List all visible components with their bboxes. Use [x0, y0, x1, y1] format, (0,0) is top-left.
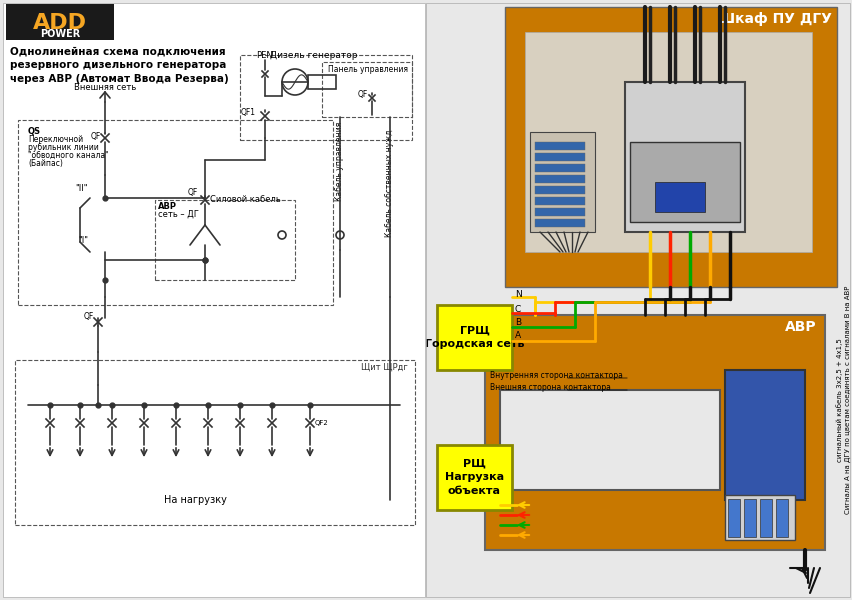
- Text: ГРЩ
Городская сеть: ГРЩ Городская сеть: [424, 325, 524, 349]
- Bar: [321, 62, 412, 117]
- Bar: [3, 3, 424, 597]
- Bar: [534, 142, 584, 150]
- Text: сигнальный кабель 3х2,5 + 4х1,5: сигнальный кабель 3х2,5 + 4х1,5: [836, 338, 843, 462]
- Text: QF1: QF1: [241, 109, 256, 118]
- Text: Силовой кабель: Силовой кабель: [210, 196, 280, 205]
- Bar: [534, 219, 584, 227]
- Text: C: C: [515, 305, 521, 314]
- Bar: [499, 390, 719, 490]
- Text: АВР: АВР: [158, 202, 177, 211]
- Text: QF: QF: [83, 313, 94, 322]
- Text: B: B: [515, 319, 521, 328]
- Text: POWER: POWER: [40, 29, 80, 39]
- Text: PEN: PEN: [256, 51, 273, 60]
- Text: Внутренняя сторона контактора: Внутренняя сторона контактора: [489, 370, 622, 379]
- Bar: [534, 153, 584, 161]
- Text: рубильник линии: рубильник линии: [28, 143, 99, 152]
- Bar: [727, 499, 740, 537]
- Bar: [625, 82, 744, 232]
- Bar: [155, 200, 295, 280]
- Text: Кабель собственных нужд: Кабель собственных нужд: [385, 130, 394, 238]
- Bar: [6, 4, 114, 40]
- Bar: [534, 208, 584, 216]
- Bar: [485, 315, 824, 550]
- Bar: [775, 499, 787, 537]
- Text: Сигналы А на ДГУ по цветам соединять с сигналами В на АВР: Сигналы А на ДГУ по цветам соединять с с…: [844, 286, 850, 514]
- Bar: [630, 142, 740, 222]
- Bar: [524, 32, 811, 252]
- Bar: [759, 499, 771, 537]
- Bar: [743, 499, 755, 537]
- Bar: [15, 360, 415, 525]
- Bar: [504, 7, 836, 287]
- Text: "II": "II": [76, 184, 88, 193]
- Text: ADD: ADD: [33, 13, 87, 33]
- Text: На нагрузку: На нагрузку: [164, 495, 226, 505]
- Bar: [18, 120, 332, 305]
- Text: Внешняя сеть: Внешняя сеть: [74, 83, 136, 92]
- Text: Кабель управления: Кабель управления: [335, 122, 344, 201]
- Text: QF2: QF2: [314, 420, 328, 426]
- Text: QS: QS: [28, 127, 41, 136]
- Bar: [654, 182, 704, 212]
- Text: "обводного канала": "обводного канала": [28, 151, 108, 160]
- Bar: [436, 305, 511, 370]
- Text: A: A: [515, 331, 521, 340]
- Text: Внешняя сторона контактора: Внешняя сторона контактора: [489, 383, 610, 391]
- Text: (Байпас): (Байпас): [28, 159, 63, 168]
- Text: Переключной: Переключной: [28, 135, 83, 144]
- Bar: [534, 164, 584, 172]
- Bar: [425, 3, 849, 597]
- Text: Дизель генератор: Дизель генератор: [270, 51, 357, 60]
- Bar: [724, 370, 804, 500]
- Bar: [534, 175, 584, 183]
- Text: "I": "I": [78, 236, 88, 245]
- Bar: [436, 445, 511, 510]
- Text: Панель управления: Панель управления: [328, 65, 407, 74]
- Bar: [534, 197, 584, 205]
- Text: РЩ
Нагрузка
объекта: РЩ Нагрузка объекта: [445, 458, 504, 496]
- Text: QF: QF: [90, 133, 101, 142]
- Text: АВР: АВР: [785, 320, 816, 334]
- Text: Шкаф ПУ ДГУ: Шкаф ПУ ДГУ: [717, 12, 831, 26]
- Text: Однолинейная схема подключения
резервного дизельного генератора
через АВР (Автом: Однолинейная схема подключения резервног…: [10, 46, 228, 84]
- Bar: [239, 55, 412, 140]
- Text: сеть – ДГ: сеть – ДГ: [158, 210, 199, 219]
- Text: Щит ЩРдг: Щит ЩРдг: [361, 363, 407, 372]
- Text: QF: QF: [187, 188, 198, 197]
- Bar: [724, 495, 794, 540]
- Bar: [534, 186, 584, 194]
- Bar: [529, 132, 595, 232]
- Text: N: N: [515, 290, 521, 299]
- Text: QF: QF: [357, 91, 367, 100]
- Bar: [308, 75, 336, 89]
